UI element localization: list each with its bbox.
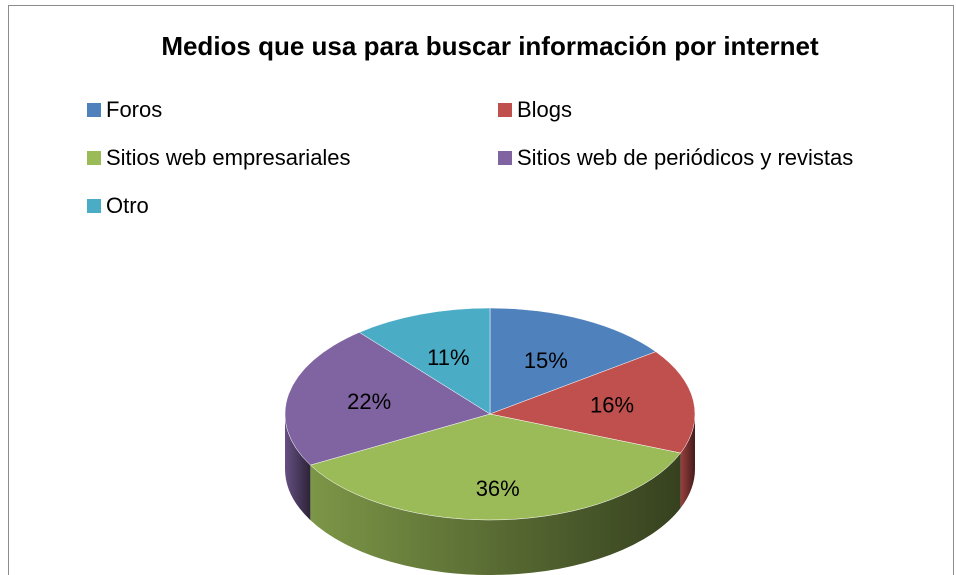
legend-label: Foros bbox=[106, 97, 162, 122]
legend-swatch bbox=[87, 199, 101, 213]
chart-border bbox=[8, 5, 954, 575]
data-label: 15% bbox=[524, 348, 568, 373]
pie-slice bbox=[489, 307, 657, 415]
legend-swatch bbox=[498, 151, 512, 165]
legend-label: Blogs bbox=[517, 97, 572, 122]
legend-label: Otro bbox=[106, 193, 149, 218]
slice-side bbox=[310, 453, 681, 575]
pie-slice bbox=[309, 413, 682, 521]
legend-label: Sitios web empresariales bbox=[106, 145, 351, 170]
pie-slice bbox=[284, 332, 491, 466]
data-label: 36% bbox=[476, 476, 520, 501]
slice-side bbox=[680, 414, 695, 509]
pie-slice bbox=[358, 307, 491, 415]
data-label: 16% bbox=[590, 393, 634, 418]
legend-swatch bbox=[498, 103, 512, 117]
pie-slice bbox=[489, 351, 696, 454]
legend-label: Sitios web de periódicos y revistas bbox=[517, 145, 853, 170]
legend-swatch bbox=[87, 151, 101, 165]
data-label: 11% bbox=[427, 345, 469, 370]
chart-title: Medios que usa para buscar información p… bbox=[161, 31, 819, 61]
legend-swatch bbox=[87, 103, 101, 117]
data-label: 22% bbox=[347, 389, 391, 414]
